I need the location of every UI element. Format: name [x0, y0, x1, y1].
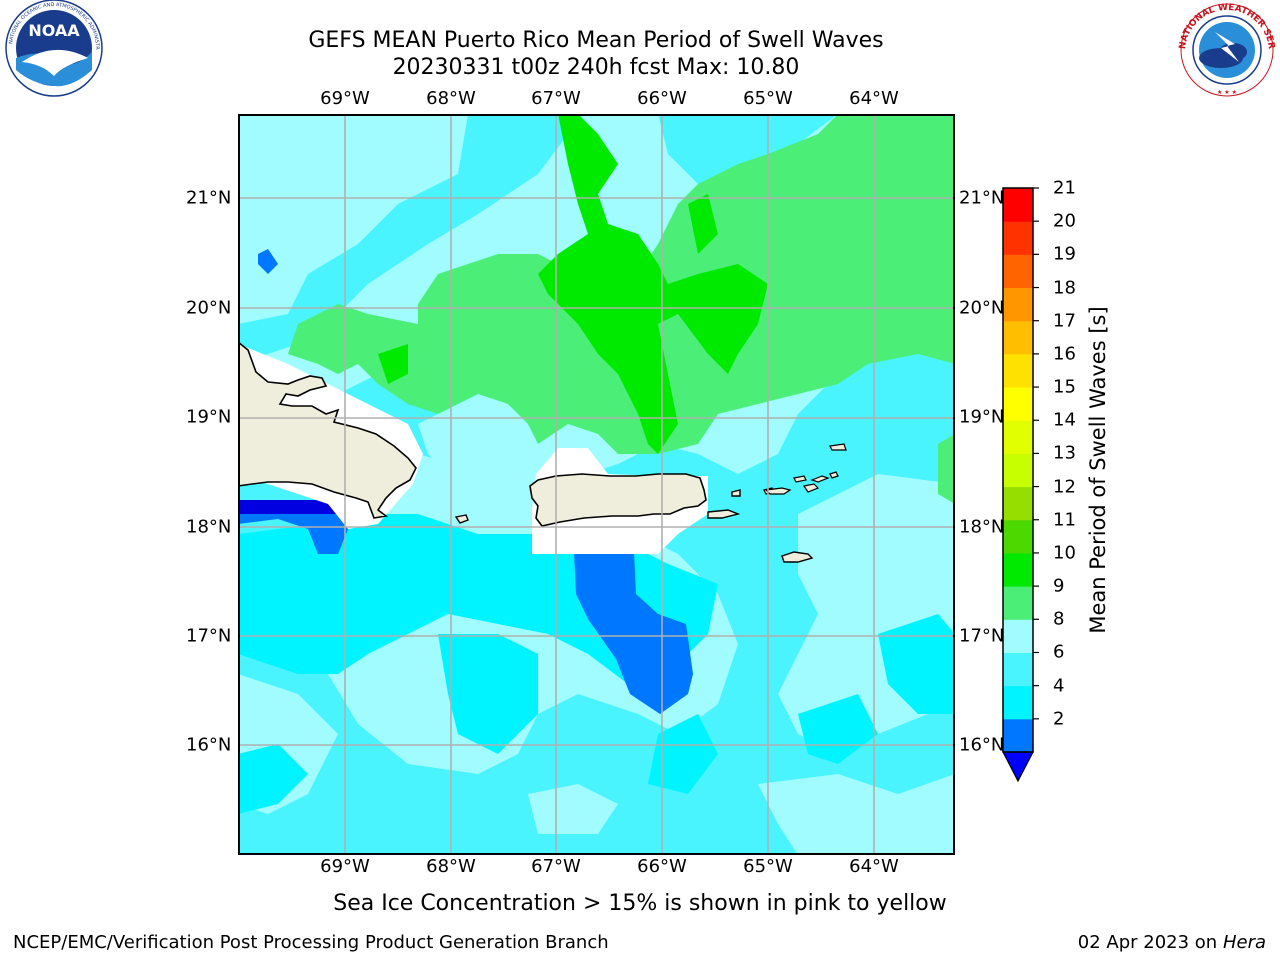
lon-label-bottom: 69°W — [320, 856, 370, 877]
lon-label-top: 68°W — [426, 88, 476, 109]
noaa-logo-text: NOAA — [28, 21, 80, 40]
colorbar-segment — [1003, 387, 1033, 421]
colorbar-tick-label: 16 — [1053, 343, 1076, 365]
nws-logo-icon: NATIONAL WEATHER SERVICE ★ ★ ★ — [1175, 0, 1279, 100]
svg-text:★ ★ ★: ★ ★ ★ — [1217, 89, 1237, 96]
lat-label-right: 20°N — [959, 297, 1005, 319]
colorbar-tick-label: 11 — [1053, 509, 1076, 531]
noaa-logo-icon: NOAA NATIONAL OCEANIC AND ATMOSPHERIC AD… — [2, 0, 106, 100]
colorbar-segment — [1003, 221, 1033, 255]
colorbar-tick-label: 8 — [1053, 608, 1065, 630]
colorbar-tick-label: 4 — [1053, 675, 1065, 697]
colorbar-segment — [1003, 685, 1033, 720]
vieques-island — [707, 509, 741, 519]
mona-island — [454, 514, 469, 524]
colorbar-tick-label: 6 — [1053, 641, 1065, 663]
map-title: GEFS MEAN Puerto Rico Mean Period of Swe… — [308, 28, 884, 53]
colorbar-title: Mean Period of Swell Waves [s] — [1086, 306, 1110, 634]
period-9-10-band — [288, 114, 955, 504]
colorbar-segment — [1003, 552, 1033, 587]
colorbar-segment — [1003, 586, 1033, 620]
sea-ice-note: Sea Ice Concentration > 15% is shown in … — [333, 891, 947, 916]
colorbar-segment — [1003, 188, 1033, 222]
period-10-11-band — [378, 114, 768, 454]
colorbar-tick-label: 12 — [1053, 476, 1076, 498]
anegada-island — [829, 443, 847, 451]
lat-label-left: 20°N — [186, 297, 232, 319]
map-panel — [238, 114, 955, 855]
colorbar-segments — [1003, 188, 1033, 753]
colorbar-tick-label: 20 — [1053, 210, 1076, 232]
lat-label-right: 16°N — [959, 734, 1005, 756]
lat-label-right: 21°N — [959, 187, 1005, 209]
colorbar-tick-label: 19 — [1053, 243, 1076, 265]
lat-label-left: 19°N — [186, 406, 232, 428]
colorbar-segment — [1003, 320, 1033, 355]
colorbar-tick-label: 21 — [1053, 177, 1076, 199]
lat-label-right: 19°N — [959, 406, 1005, 428]
lon-label-top: 66°W — [637, 88, 687, 109]
colorbar-segment — [1003, 420, 1033, 454]
st-croix-island — [781, 551, 814, 563]
map-subtitle: 20230331 t00z 240h fcst Max: 10.80 — [392, 55, 800, 80]
colorbar-segment — [1003, 519, 1033, 554]
lat-label-left: 18°N — [186, 516, 232, 538]
map-frame — [238, 114, 955, 855]
lon-label-bottom: 68°W — [426, 856, 476, 877]
lat-label-right: 17°N — [959, 625, 1005, 647]
lon-label-bottom: 66°W — [637, 856, 687, 877]
colorbar — [1002, 187, 1042, 787]
colorbar-segment — [1003, 486, 1033, 521]
colorbar-segment — [1003, 287, 1033, 322]
lon-label-top: 69°W — [320, 88, 370, 109]
graticule — [238, 114, 955, 855]
colorbar-segment — [1003, 254, 1033, 289]
colorbar-segment — [1003, 652, 1033, 687]
lon-label-top: 65°W — [743, 88, 793, 109]
machine-name: Hera — [1222, 932, 1266, 953]
colorbar-segment — [1003, 353, 1033, 388]
colorbar-tick-label: 15 — [1053, 376, 1076, 398]
branch-credit: NCEP/EMC/Verification Post Processing Pr… — [13, 932, 609, 953]
colorbar-segment — [1003, 718, 1033, 753]
lon-label-top: 67°W — [531, 88, 581, 109]
colorbar-segment — [1003, 619, 1033, 653]
colorbar-segment — [1003, 453, 1033, 488]
colorbar-tick-label: 17 — [1053, 310, 1076, 332]
colorbar-tick-label: 9 — [1053, 575, 1065, 597]
run-date: 02 Apr 2023 on Hera — [1077, 932, 1266, 953]
colorbar-tick-label: 18 — [1053, 277, 1076, 299]
lon-label-bottom: 67°W — [531, 856, 581, 877]
colorbar-tick-label: 13 — [1053, 442, 1076, 464]
lat-label-left: 21°N — [186, 187, 232, 209]
lat-label-right: 18°N — [959, 516, 1005, 538]
hispaniola-island — [238, 340, 417, 519]
lon-label-bottom: 65°W — [743, 856, 793, 877]
colorbar-tick-label: 2 — [1053, 708, 1065, 730]
culebra-island — [731, 489, 741, 497]
lat-label-left: 16°N — [186, 734, 232, 756]
lat-label-left: 17°N — [186, 625, 232, 647]
lon-label-bottom: 64°W — [849, 856, 899, 877]
lon-label-top: 64°W — [849, 88, 899, 109]
colorbar-extend-arrow — [1002, 751, 1034, 783]
colorbar-tick-label: 14 — [1053, 409, 1076, 431]
colorbar-tick-label: 10 — [1053, 542, 1076, 564]
